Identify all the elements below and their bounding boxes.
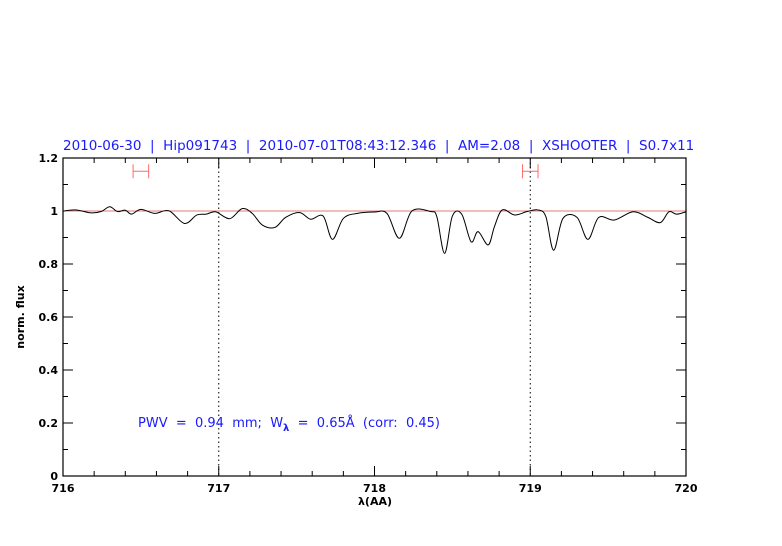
pwv-annotation: PWV = 0.94 mm; Wλ = 0.65Å (corr: 0.45) [138, 415, 440, 434]
spectrum-line [62, 206, 687, 254]
y-axis-label: norm. flux [14, 285, 27, 348]
x-tick-label: 719 [519, 482, 542, 495]
x-axis-label: λ(AA) [358, 495, 392, 508]
annotation-prefix: PWV = 0.94 mm; W [138, 416, 283, 431]
range-markers [132, 164, 539, 179]
y-tick-label: 0 [50, 470, 58, 483]
annotation-suffix: = 0.65Å (corr: 0.45) [289, 415, 440, 431]
x-tick-label: 716 [52, 482, 75, 495]
annotation-subscript: λ [283, 423, 290, 434]
x-tick-label: 718 [363, 482, 386, 495]
y-tick-label: 0.2 [39, 417, 59, 430]
chart-title: 2010-06-30 | Hip091743 | 2010-07-01T08:4… [63, 138, 694, 154]
axis-ticks [62, 157, 687, 477]
y-tick-label: 0.6 [39, 311, 59, 324]
plot-frame [62, 157, 687, 477]
tick-labels: 716 717 718 719 720 0 0.2 0.4 0.6 0.8 1 1.2 [39, 152, 698, 495]
dotted-reference-lines [218, 158, 531, 476]
x-tick-label: 720 [675, 482, 698, 495]
y-tick-label: 1 [50, 205, 58, 218]
y-tick-label: 0.4 [39, 364, 59, 377]
y-tick-label: 1.2 [39, 152, 59, 165]
x-tick-label: 717 [207, 482, 230, 495]
y-tick-label: 0.8 [39, 258, 59, 271]
